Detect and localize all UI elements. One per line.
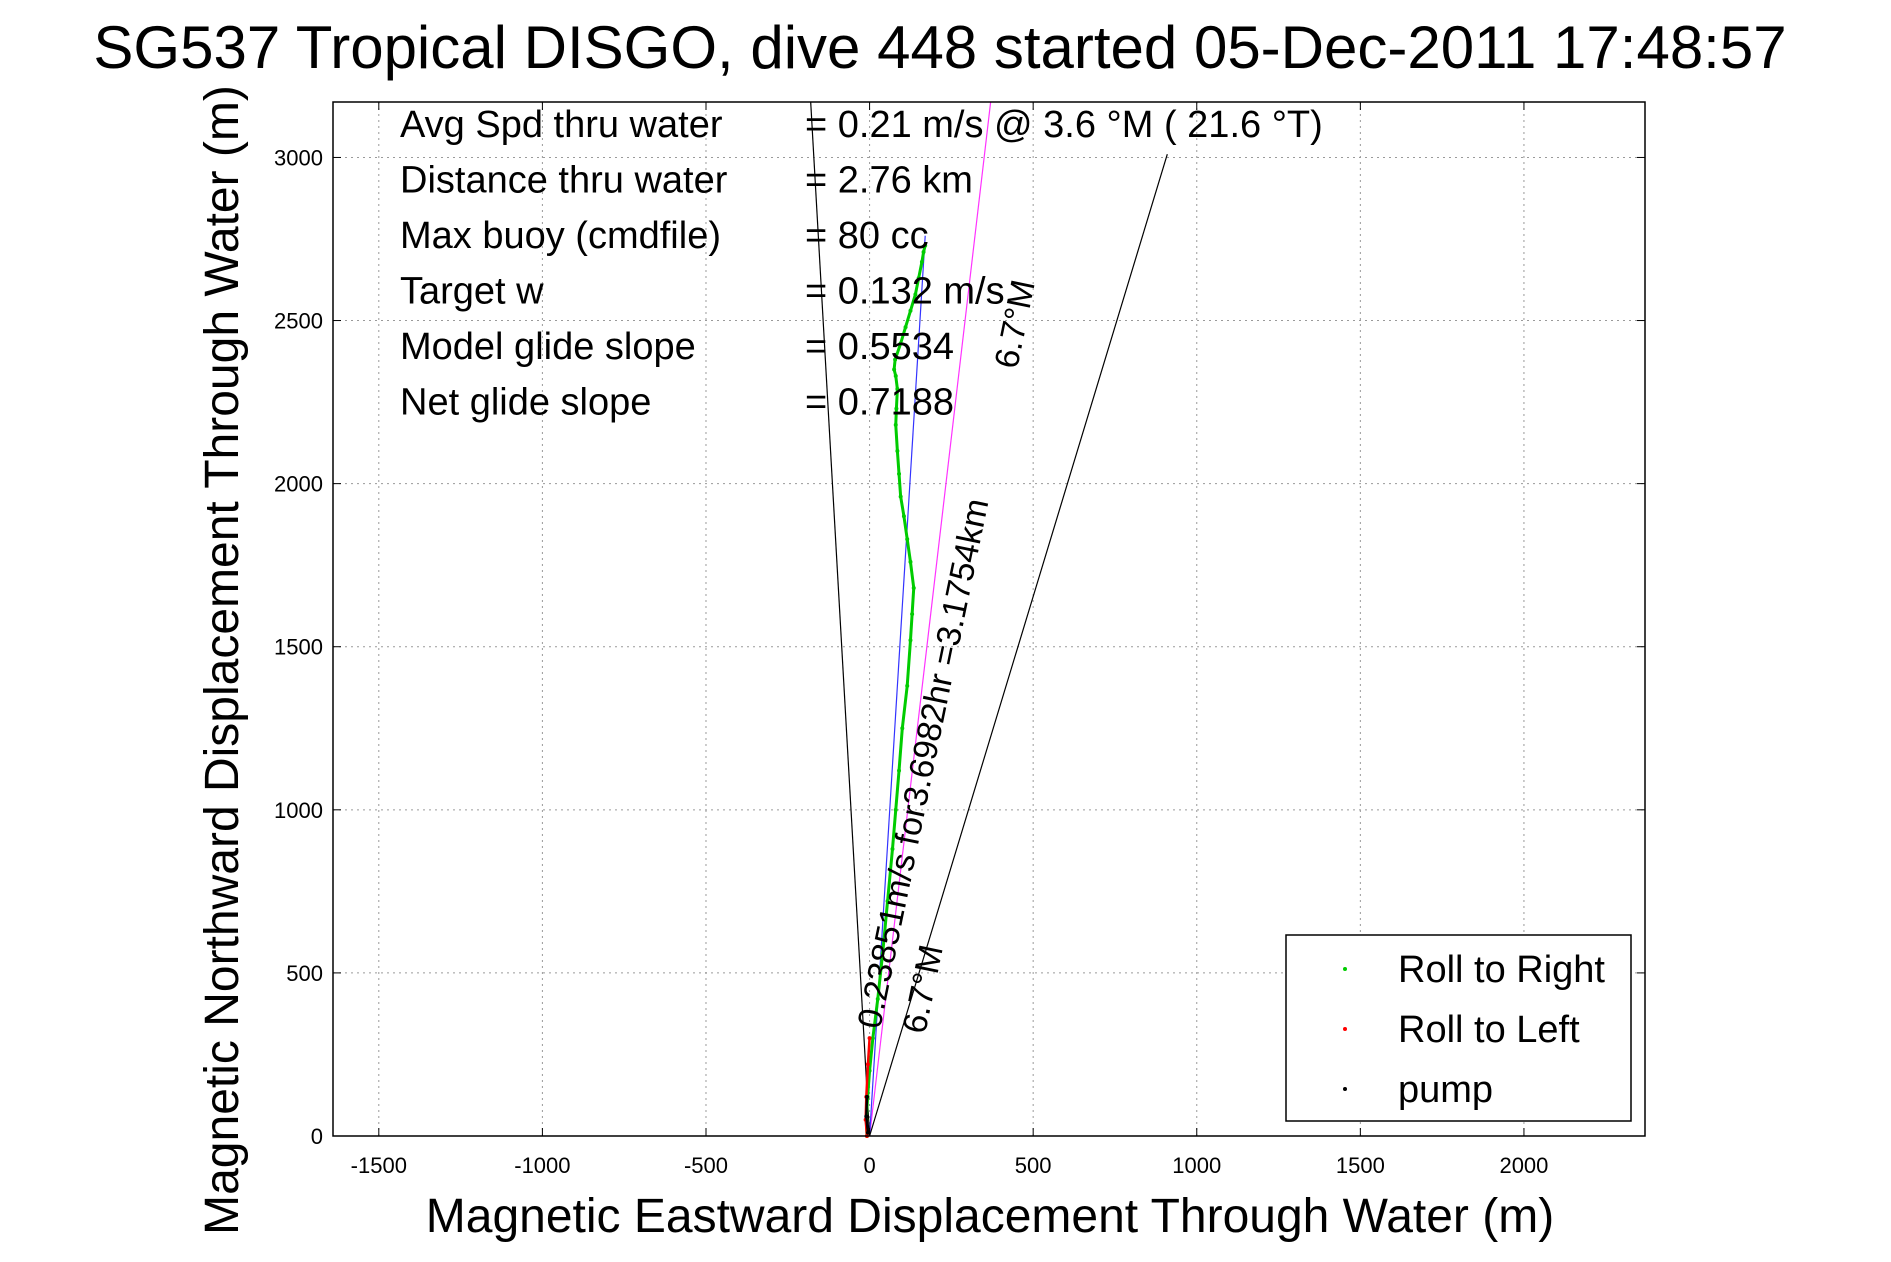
data-point-roll-to-right [903, 325, 908, 330]
y-tick-label: 1500 [274, 635, 323, 660]
legend-marker-pump [1343, 1087, 1347, 1091]
data-point-roll-to-right [900, 726, 905, 731]
legend-marker-roll-right [1343, 967, 1347, 971]
info-label: Max buoy (cmdfile) [400, 215, 721, 257]
series-layer [863, 243, 928, 1138]
info-value: = 0.5534 [805, 326, 954, 368]
data-point-roll-to-right [893, 422, 898, 427]
data-point-roll-to-right [870, 1036, 875, 1041]
info-value: = 80 cc [805, 215, 929, 257]
legend-marker-roll-left [1343, 1027, 1347, 1031]
data-point-roll-to-right [905, 537, 910, 542]
data-point-roll-to-right [892, 367, 897, 372]
data-point-roll-to-right [905, 683, 910, 688]
info-value: = 0.21 m/s @ 3.6 °M ( 21.6 °T) [805, 104, 1323, 146]
info-label: Model glide slope [400, 326, 696, 368]
info-value: = 0.132 m/s [805, 271, 1005, 313]
data-point-pump [865, 1130, 870, 1135]
legend-label-pump: pump [1398, 1069, 1493, 1111]
data-point-roll-to-left [865, 1062, 870, 1067]
data-point-pump [864, 1114, 869, 1119]
y-tick-label: 500 [286, 961, 323, 986]
data-point-roll-to-right [875, 997, 880, 1002]
data-point-roll-to-right [908, 638, 913, 643]
data-point-roll-to-right [893, 807, 898, 812]
data-point-pump [864, 1094, 869, 1099]
x-tick-label: -1500 [351, 1153, 407, 1178]
info-label: Distance thru water [400, 160, 728, 202]
x-tick-label: -500 [684, 1153, 728, 1178]
data-point-roll-to-right [898, 494, 903, 499]
data-point-roll-to-right [895, 387, 900, 392]
legend: Roll to Right Roll to Left pump [1285, 934, 1632, 1122]
y-tick-label: 2500 [274, 309, 323, 334]
y-tick-label: 2000 [274, 472, 323, 497]
data-point-roll-to-left [867, 1036, 872, 1041]
data-point-roll-to-right [916, 276, 921, 281]
info-value: = 0.7188 [805, 382, 954, 424]
data-point-roll-to-right [897, 471, 902, 476]
data-point-roll-to-right [880, 951, 885, 956]
data-point-roll-to-right [908, 308, 913, 313]
chart-title: SG537 Tropical DISGO, dive 448 started 0… [93, 14, 1786, 81]
data-point-roll-to-right [898, 341, 903, 346]
y-ticks: 0 500 1000 1500 2000 2500 3000 [274, 145, 1645, 1149]
x-ticks: -1500 -1000 -500 0 500 1000 1500 2000 [351, 102, 1548, 1178]
data-point-roll-to-right [911, 586, 916, 591]
data-point-roll-to-right [893, 357, 898, 362]
y-tick-label: 3000 [274, 145, 323, 170]
x-tick-label: 2000 [1499, 1153, 1548, 1178]
data-point-roll-to-right [895, 449, 900, 454]
y-axis-label: Magnetic Northward Displacement Through … [196, 85, 249, 1235]
data-point-roll-to-right [923, 243, 928, 248]
x-tick-label: 1000 [1172, 1153, 1221, 1178]
legend-label-roll-right: Roll to Right [1398, 949, 1605, 991]
data-point-roll-to-right [897, 768, 902, 773]
legend-label-roll-left: Roll to Left [1398, 1009, 1580, 1051]
data-point-roll-to-right [894, 406, 899, 411]
info-label: Target w [400, 271, 544, 313]
y-tick-label: 0 [311, 1124, 323, 1149]
data-point-roll-to-right [893, 373, 898, 378]
series-line-roll-to-right [864, 245, 927, 1137]
x-tick-label: -1000 [514, 1153, 570, 1178]
x-tick-label: 500 [1015, 1153, 1052, 1178]
data-point-roll-to-right [910, 612, 915, 617]
info-block: Avg Spd thru water = 0.21 m/s @ 3.6 °M ( … [400, 104, 1323, 424]
x-axis-label: Magnetic Eastward Displacement Through W… [426, 1190, 1554, 1243]
reference-line [868, 101, 992, 1137]
data-point-roll-to-right [908, 559, 913, 564]
y-tick-label: 1000 [274, 798, 323, 823]
data-point-roll-to-right [913, 292, 918, 297]
reference-line [810, 101, 871, 1137]
info-label: Avg Spd thru water [400, 104, 723, 146]
data-point-roll-to-right [901, 514, 906, 519]
data-point-roll-to-right [919, 259, 924, 264]
reference-line [869, 154, 1168, 1137]
data-point-roll-to-right [890, 846, 895, 851]
x-tick-label: 1500 [1336, 1153, 1385, 1178]
data-point-roll-to-right [921, 250, 926, 255]
info-label: Net glide slope [400, 382, 651, 424]
x-tick-label: 0 [863, 1153, 875, 1178]
info-value: = 2.76 km [805, 160, 973, 202]
data-point-roll-to-right [885, 899, 890, 904]
plot-frame [332, 101, 1646, 1137]
